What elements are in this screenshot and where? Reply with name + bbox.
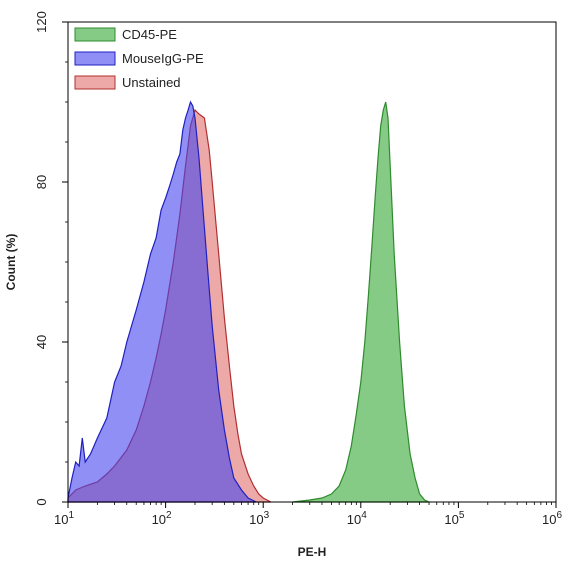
y-tick-label: 0 <box>34 498 49 505</box>
x-tick-label: 105 <box>444 510 464 527</box>
legend-label: Unstained <box>122 75 181 90</box>
x-tick-label: 104 <box>347 510 367 527</box>
x-tick-label: 106 <box>542 510 562 527</box>
legend-label: MouseIgG-PE <box>122 51 204 66</box>
y-tick-label: 120 <box>34 11 49 33</box>
legend-label: CD45-PE <box>122 27 177 42</box>
series-layer <box>67 100 430 503</box>
y-axis-title: Count (%) <box>4 234 18 291</box>
y-tick-label: 80 <box>34 175 49 189</box>
x-tick-label: 102 <box>152 510 172 527</box>
plot-frame <box>67 21 557 503</box>
x-tick-label: 103 <box>249 510 269 527</box>
axis-layer: 101 102 103 104 105 106 0 40 80 120 <box>34 11 562 527</box>
series-area-cd45-pe <box>292 101 430 503</box>
legend-swatch <box>74 51 116 66</box>
x-axis-title: PE-H <box>298 545 327 559</box>
y-tick-label: 40 <box>34 335 49 349</box>
legend-swatch <box>74 27 116 42</box>
legend-swatch <box>74 75 116 90</box>
legend: CD45-PE MouseIgG-PE Unstained <box>74 27 204 90</box>
series-area-mouseigg-pe <box>67 100 257 503</box>
x-tick-label: 101 <box>54 510 74 527</box>
